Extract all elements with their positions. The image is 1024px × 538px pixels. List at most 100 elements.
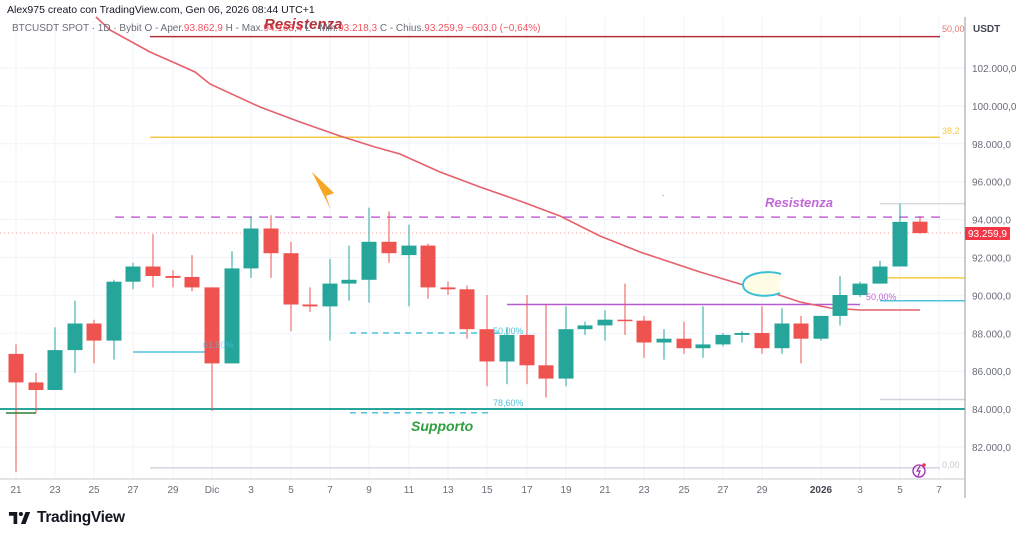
fib-50-right-label: 50,00% bbox=[866, 292, 897, 302]
lightning-icon[interactable] bbox=[912, 463, 926, 478]
candle bbox=[263, 215, 279, 278]
time-tick: 9 bbox=[366, 485, 372, 496]
fib-38-label: 38,2 bbox=[942, 126, 960, 136]
candle bbox=[499, 327, 515, 385]
price-tick: 100.000,0 bbox=[972, 102, 1017, 113]
candle bbox=[676, 321, 692, 354]
candle bbox=[459, 285, 475, 339]
candle bbox=[892, 203, 908, 267]
price-tick: 84.000,0 bbox=[972, 405, 1011, 416]
candlesticks bbox=[8, 203, 928, 472]
candle bbox=[322, 258, 338, 341]
time-tick: 29 bbox=[756, 485, 768, 496]
time-tick: 2026 bbox=[810, 485, 833, 496]
fib-50-top-label: 50,00 bbox=[942, 24, 965, 34]
time-tick: Dic bbox=[205, 485, 219, 496]
change-value: −603,0 (−0,64%) bbox=[465, 23, 541, 34]
candle bbox=[125, 262, 141, 290]
candle bbox=[832, 276, 848, 326]
candle bbox=[86, 319, 102, 364]
low-label: L - Min. bbox=[305, 23, 339, 34]
candle bbox=[774, 308, 790, 354]
time-tick: 27 bbox=[717, 485, 729, 496]
candle bbox=[577, 321, 593, 335]
low-value: 93.218,3 bbox=[338, 23, 378, 34]
candle bbox=[617, 283, 633, 335]
time-axis[interactable]: 21 23 25 27 29 Dic 3 5 7 9 11 13 15 17 19 21 23 25 27 29 202… bbox=[10, 485, 942, 496]
candle bbox=[715, 333, 731, 347]
candle bbox=[912, 215, 928, 234]
price-tick: 86.000,0 bbox=[972, 367, 1011, 378]
last-price-value: 93.259,9 bbox=[968, 229, 1007, 240]
candle bbox=[361, 207, 377, 303]
open-label: O - Aper. bbox=[144, 23, 184, 34]
candle bbox=[8, 344, 24, 472]
currency-label: USDT bbox=[973, 24, 1000, 35]
time-tick: 5 bbox=[897, 485, 903, 496]
candle bbox=[597, 310, 613, 341]
time-tick: 19 bbox=[560, 485, 572, 496]
fib-0-label: 0,00 bbox=[942, 460, 960, 470]
resistance-mid-label: Resistenza bbox=[765, 195, 833, 210]
candle bbox=[67, 300, 83, 373]
price-tick: 92.000,0 bbox=[972, 254, 1011, 265]
candle bbox=[440, 281, 456, 295]
candle bbox=[28, 372, 44, 413]
high-value: 94.163,4 bbox=[263, 23, 303, 34]
time-tick: 17 bbox=[521, 485, 533, 496]
price-axis[interactable]: 102.000,0 100.000,0 98.000,0 96.000,0 94.000… bbox=[972, 64, 1017, 454]
time-tick: 15 bbox=[481, 485, 493, 496]
time-tick: 5 bbox=[288, 485, 294, 496]
symbol-legend: BTCUSDT SPOT · 1D · Bybit O - Aper.93.86… bbox=[12, 23, 540, 34]
symbol-label: BTCUSDT SPOT · 1D · Bybit bbox=[12, 23, 142, 34]
candle bbox=[734, 331, 750, 343]
candle bbox=[636, 315, 652, 358]
candle bbox=[283, 241, 299, 332]
time-tick: 25 bbox=[678, 485, 690, 496]
close-label: C - Chius. bbox=[379, 23, 425, 34]
price-tick: 98.000,0 bbox=[972, 140, 1011, 151]
price-tick: 90.000,0 bbox=[972, 291, 1011, 302]
arrow-icon bbox=[312, 172, 334, 210]
candle bbox=[872, 260, 888, 284]
time-tick: 25 bbox=[88, 485, 100, 496]
support-label: Supporto bbox=[411, 418, 474, 434]
brand-name: TradingView bbox=[37, 509, 125, 526]
time-tick: 23 bbox=[49, 485, 61, 496]
moving-average-line bbox=[95, 16, 920, 311]
highlight-circle bbox=[742, 271, 782, 297]
candle bbox=[754, 306, 770, 354]
fib-50-mid-label: 50,00% bbox=[493, 326, 524, 336]
time-tick: 27 bbox=[127, 485, 139, 496]
candle bbox=[381, 211, 397, 263]
time-tick: 3 bbox=[857, 485, 863, 496]
candle bbox=[341, 245, 357, 301]
time-tick: 11 bbox=[404, 485, 415, 496]
candle bbox=[656, 329, 672, 360]
horizontal-levels bbox=[0, 35, 965, 469]
price-tick: 94.000,0 bbox=[972, 216, 1011, 227]
time-tick: 21 bbox=[10, 485, 22, 496]
candle bbox=[47, 327, 63, 390]
candle bbox=[558, 306, 574, 387]
high-label: H - Max. bbox=[225, 23, 264, 34]
time-tick: 13 bbox=[442, 485, 454, 496]
price-tick: 88.000,0 bbox=[972, 329, 1011, 340]
time-tick: 21 bbox=[599, 485, 611, 496]
candle bbox=[852, 281, 868, 297]
fib-786-label: 78,60% bbox=[493, 398, 524, 408]
candle bbox=[243, 217, 259, 278]
candle bbox=[224, 251, 240, 364]
chart-credit: Alex975 creato con TradingView.com, Gen … bbox=[7, 4, 315, 16]
candle bbox=[204, 287, 220, 411]
tradingview-logo-icon bbox=[8, 512, 31, 524]
candle bbox=[302, 287, 318, 313]
open-value: 93.862,9 bbox=[183, 23, 223, 34]
close-value: 93.259,9 bbox=[424, 23, 464, 34]
candle bbox=[519, 295, 535, 385]
price-tick: 82.000,0 bbox=[972, 443, 1011, 454]
candle bbox=[538, 304, 554, 398]
drawing-annotations: Resistenza Resistenza Supporto 50,00 38,… bbox=[6, 16, 965, 470]
tradingview-logo[interactable]: TradingView bbox=[8, 509, 125, 527]
